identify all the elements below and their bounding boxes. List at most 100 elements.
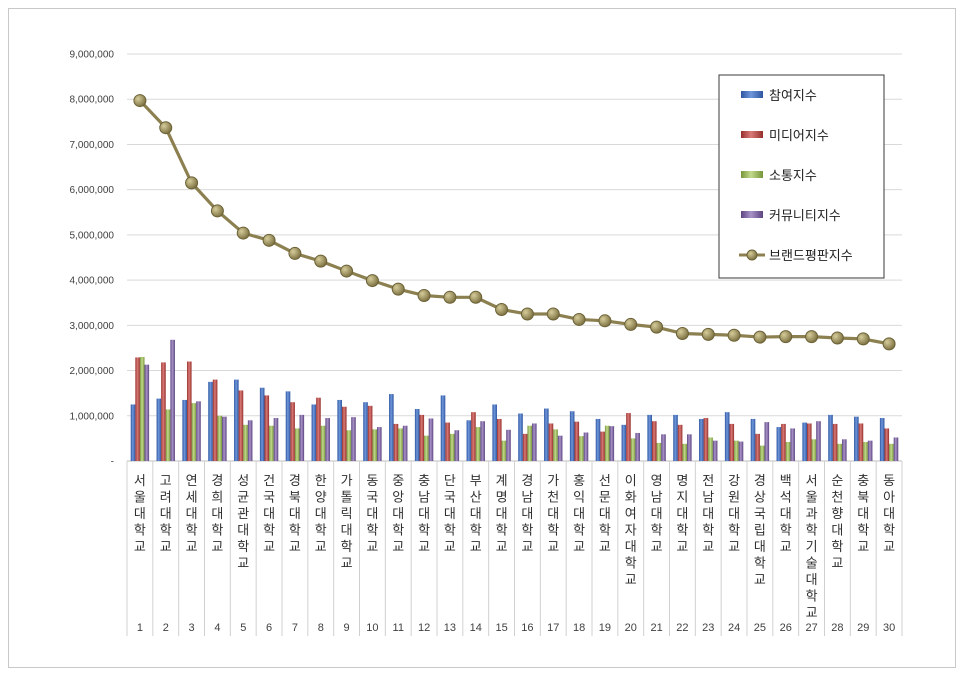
bar	[496, 418, 502, 461]
x-rank-label: 13	[444, 622, 456, 634]
line-point	[598, 314, 612, 328]
x-rank-label: 15	[495, 622, 507, 634]
y-tick-label: 4,000,000	[70, 276, 115, 287]
legend-label: 참여지수	[769, 89, 817, 104]
line-point	[701, 327, 715, 341]
bar	[325, 418, 330, 461]
bar	[243, 424, 248, 461]
bar	[703, 418, 709, 461]
bar	[393, 423, 399, 461]
x-rank-label: 4	[214, 622, 220, 634]
line-point	[236, 226, 250, 240]
bar	[247, 420, 253, 461]
bar	[196, 401, 201, 461]
bar	[264, 395, 270, 461]
bar	[238, 390, 244, 461]
bar	[759, 445, 765, 461]
line-point	[572, 312, 586, 326]
legend-label: 브랜드평판지수	[769, 249, 853, 264]
bar	[311, 404, 317, 461]
bar	[635, 432, 640, 461]
bar	[208, 381, 213, 461]
line-point	[675, 326, 689, 340]
x-rank-label: 12	[418, 622, 430, 634]
bar	[595, 418, 601, 461]
bar	[144, 364, 150, 461]
bar	[506, 429, 511, 461]
bar	[320, 425, 326, 461]
legend-swatch	[741, 91, 763, 98]
bar	[518, 413, 523, 461]
bar	[130, 404, 136, 461]
bar	[893, 437, 899, 461]
bar	[682, 443, 688, 461]
bar	[569, 411, 575, 461]
line-point	[624, 317, 638, 331]
y-tick-label: 2,000,000	[70, 366, 115, 377]
bar	[858, 423, 864, 461]
bar	[776, 427, 782, 461]
bar	[522, 433, 528, 461]
x-rank-label: 14	[470, 622, 482, 634]
x-rank-label: 21	[650, 622, 662, 634]
bar	[341, 406, 347, 461]
bar	[785, 442, 791, 461]
bar	[475, 427, 481, 461]
legend-swatch	[741, 211, 763, 218]
bar	[156, 398, 162, 461]
bar	[656, 442, 662, 461]
bar	[781, 423, 786, 461]
bar	[651, 421, 657, 461]
line-point	[443, 290, 457, 304]
y-tick-label: -	[111, 457, 114, 468]
bar	[724, 412, 730, 461]
bar	[738, 441, 744, 461]
bar	[600, 431, 605, 461]
bar	[621, 424, 627, 461]
bar	[165, 409, 171, 461]
bar	[217, 415, 223, 461]
bar	[574, 421, 580, 461]
line-point	[830, 331, 844, 345]
line-point	[856, 332, 870, 346]
bar	[553, 429, 558, 461]
y-tick-label: 1,000,000	[70, 411, 115, 422]
x-rank-label: 22	[676, 622, 688, 634]
bar	[867, 440, 873, 461]
bar	[729, 423, 735, 461]
bar	[734, 440, 739, 461]
bar	[440, 395, 446, 461]
bar	[583, 432, 589, 461]
bar	[389, 394, 394, 461]
bar	[316, 397, 321, 461]
bar	[419, 414, 425, 461]
bar	[372, 429, 378, 461]
bar	[182, 399, 187, 461]
x-rank-label: 24	[728, 622, 740, 634]
bar	[557, 435, 563, 461]
bar	[828, 414, 833, 461]
line-point	[210, 204, 224, 218]
y-tick-label: 9,000,000	[70, 50, 115, 61]
bar	[428, 418, 434, 461]
bar	[527, 425, 533, 461]
bar	[212, 379, 218, 461]
bar	[285, 391, 291, 461]
bar	[259, 387, 265, 461]
legend-line-marker	[746, 249, 758, 261]
